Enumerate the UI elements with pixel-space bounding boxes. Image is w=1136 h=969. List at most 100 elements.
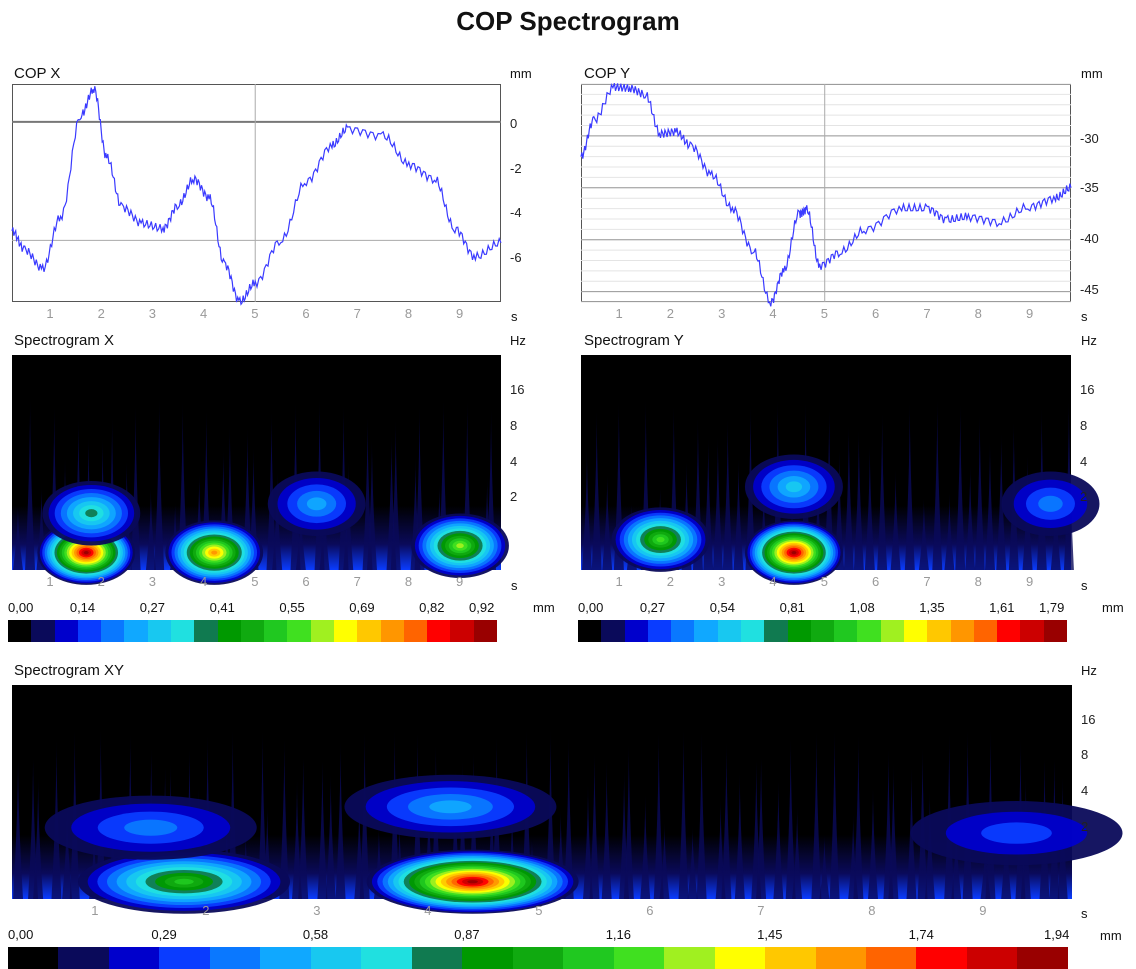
specxy-x-tick: 4 (424, 903, 432, 918)
specxy-y-tick: 4 (1081, 783, 1089, 798)
specy-x-tick: 4 (769, 574, 777, 589)
specxy-scale-label: 1,45 (757, 927, 783, 942)
specx-color-swatch (310, 620, 334, 642)
specy-scale-label: 0,54 (709, 600, 736, 615)
specxy-texture-spike (325, 774, 336, 899)
copy-line-series (580, 83, 1072, 307)
cop-y-y-tick: -35 (1080, 180, 1099, 195)
specxy-texture-spike (811, 730, 822, 899)
spectrogram-xy-y-unit: Hz (1081, 663, 1097, 678)
specxy-y-tick: 2 (1081, 818, 1089, 834)
specy-color-swatch (810, 620, 835, 642)
specx-texture-spike (12, 505, 23, 570)
specy-texture-spike (581, 449, 592, 570)
cop-x-y-tick: 0 (510, 116, 518, 131)
specy-color-swatch (1043, 620, 1067, 642)
spectrogram-x-label: Spectrogram X (14, 332, 115, 349)
specxy-texture-spike (687, 826, 698, 899)
specx-y-tick: 16 (510, 381, 525, 397)
cop-y-y-tick: -45 (1080, 282, 1099, 297)
spectrogram-y-y-unit: Hz (1081, 333, 1097, 348)
specxy-texture-spike (888, 765, 899, 899)
specx-x-tick: 3 (148, 574, 157, 589)
specy-texture-spike (864, 445, 875, 570)
scale-x-colorbar (8, 620, 497, 642)
specy-color-swatch (997, 620, 1021, 642)
specx-color-swatch (264, 620, 288, 642)
specx-scale-label: 0,14 (69, 600, 96, 615)
specxy-texture-spike (335, 742, 346, 899)
specxy-color-swatch (714, 947, 766, 969)
specy-texture-spike (974, 415, 985, 570)
specy-scale-label: 1,79 (1039, 600, 1065, 615)
specxy-texture-spike (659, 822, 670, 899)
specxy-scale-label: 1,74 (908, 927, 934, 942)
specxy-color-swatch (664, 947, 715, 969)
specxy-texture-spike (721, 742, 732, 899)
specxy-color-swatch (310, 947, 362, 969)
specxy-texture-spike (623, 744, 634, 899)
specx-x-tick: 6 (302, 574, 310, 589)
specy-x-tick: 9 (1025, 574, 1034, 589)
specy-color-swatch (1020, 620, 1044, 642)
specy-x-tick: 5 (820, 574, 828, 589)
specx-hotspot-4 (306, 497, 327, 511)
specx-svg (12, 355, 509, 585)
specxy-scale-label: 0,58 (302, 927, 329, 942)
specy-texture-spike (965, 466, 976, 570)
specxy-color-swatch (361, 947, 412, 969)
scale-xy-colorbar (8, 947, 1068, 969)
specxy-texture-spike (756, 753, 767, 899)
specx-y-tick: 4 (510, 453, 518, 469)
specxy-texture-spike (298, 754, 309, 899)
specxy-x-tick: 1 (91, 903, 99, 918)
specx-color-swatch (54, 620, 78, 642)
copx-x-tick: 6 (302, 306, 310, 321)
specxy-texture-spike (563, 737, 574, 899)
specy-hotspot-3 (1038, 495, 1063, 512)
copx-x-tick: 7 (353, 306, 361, 321)
specxy-texture-spike (696, 732, 707, 899)
specxy-hotspot-4 (981, 822, 1052, 844)
specx-color-swatch (217, 620, 241, 642)
specxy-color-swatch (411, 947, 463, 969)
specx-scale-label: 0,00 (8, 600, 34, 615)
specxy-color-swatch (765, 947, 816, 969)
specx-color-swatch (77, 620, 102, 642)
copx-x-tick: 2 (97, 306, 105, 321)
specxy-y-tick: 16 (1081, 711, 1096, 727)
specy-color-swatch (973, 620, 998, 642)
specx-y-tick: 8 (510, 417, 518, 433)
specy-texture-spike (918, 498, 929, 570)
specxy-color-swatch (512, 947, 564, 969)
specx-color-swatch (170, 620, 195, 642)
specxy-color-swatch (563, 947, 614, 969)
specx-x-tick: 5 (251, 574, 259, 589)
specxy-x-tick: 5 (535, 903, 543, 918)
specxy-scale-label: 1,94 (1044, 927, 1070, 942)
specy-texture-spike (877, 413, 888, 570)
specxy-hotspot-1 (174, 878, 194, 885)
specxy-scale-label: 1,16 (605, 927, 632, 942)
cop-y-y-tick: -40 (1080, 231, 1099, 246)
specy-color-swatch (857, 620, 881, 642)
specxy-texture-spike (589, 751, 600, 899)
scale-xy-unit: mm (1100, 928, 1122, 943)
specxy-texture-spike (13, 756, 24, 899)
specy-y-tick: 16 (1080, 381, 1095, 397)
specy-scale-label: 0,27 (639, 600, 666, 615)
specxy-svg (12, 685, 1123, 914)
specxy-color-swatch (865, 947, 917, 969)
specxy-x-tick: 8 (868, 903, 876, 918)
specx-texture-spike (25, 400, 36, 570)
specy-color-swatch (950, 620, 974, 642)
specx-hotspot-0 (83, 550, 89, 555)
specx-color-swatch (194, 620, 218, 642)
specy-y-tick: 8 (1080, 417, 1088, 433)
specx-color-swatch (287, 620, 311, 642)
copy-svg (580, 83, 1072, 307)
specx-color-swatch (8, 620, 32, 642)
specy-y-tick: 2 (1080, 489, 1088, 505)
specy-texture-spike (591, 411, 602, 570)
cop-y-y-unit: mm (1081, 66, 1103, 81)
